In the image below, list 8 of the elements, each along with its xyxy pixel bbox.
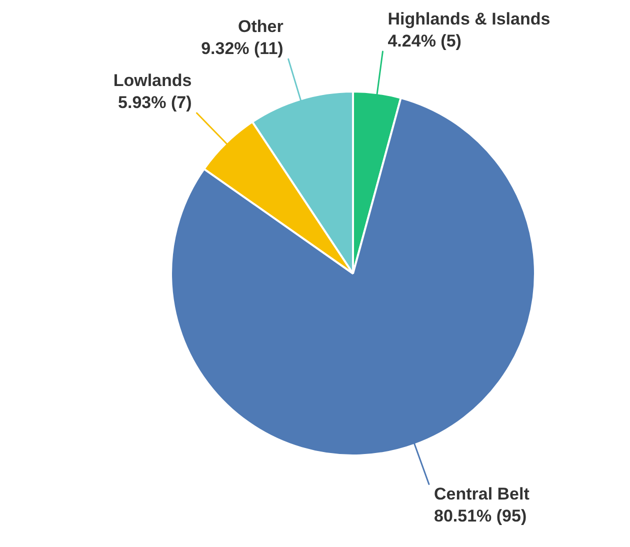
slice-label: Highlands & Islands <box>388 10 550 29</box>
slice-label: Central Belt <box>434 484 530 504</box>
data-label: 4.24% (5) <box>388 32 462 51</box>
slice-label: Other <box>238 17 284 36</box>
slice-label: Lowlands <box>113 71 192 90</box>
data-label: 80.51% (95) <box>434 506 527 526</box>
data-label: 9.32% (11) <box>201 39 284 58</box>
data-label: 5.93% (7) <box>118 93 192 112</box>
